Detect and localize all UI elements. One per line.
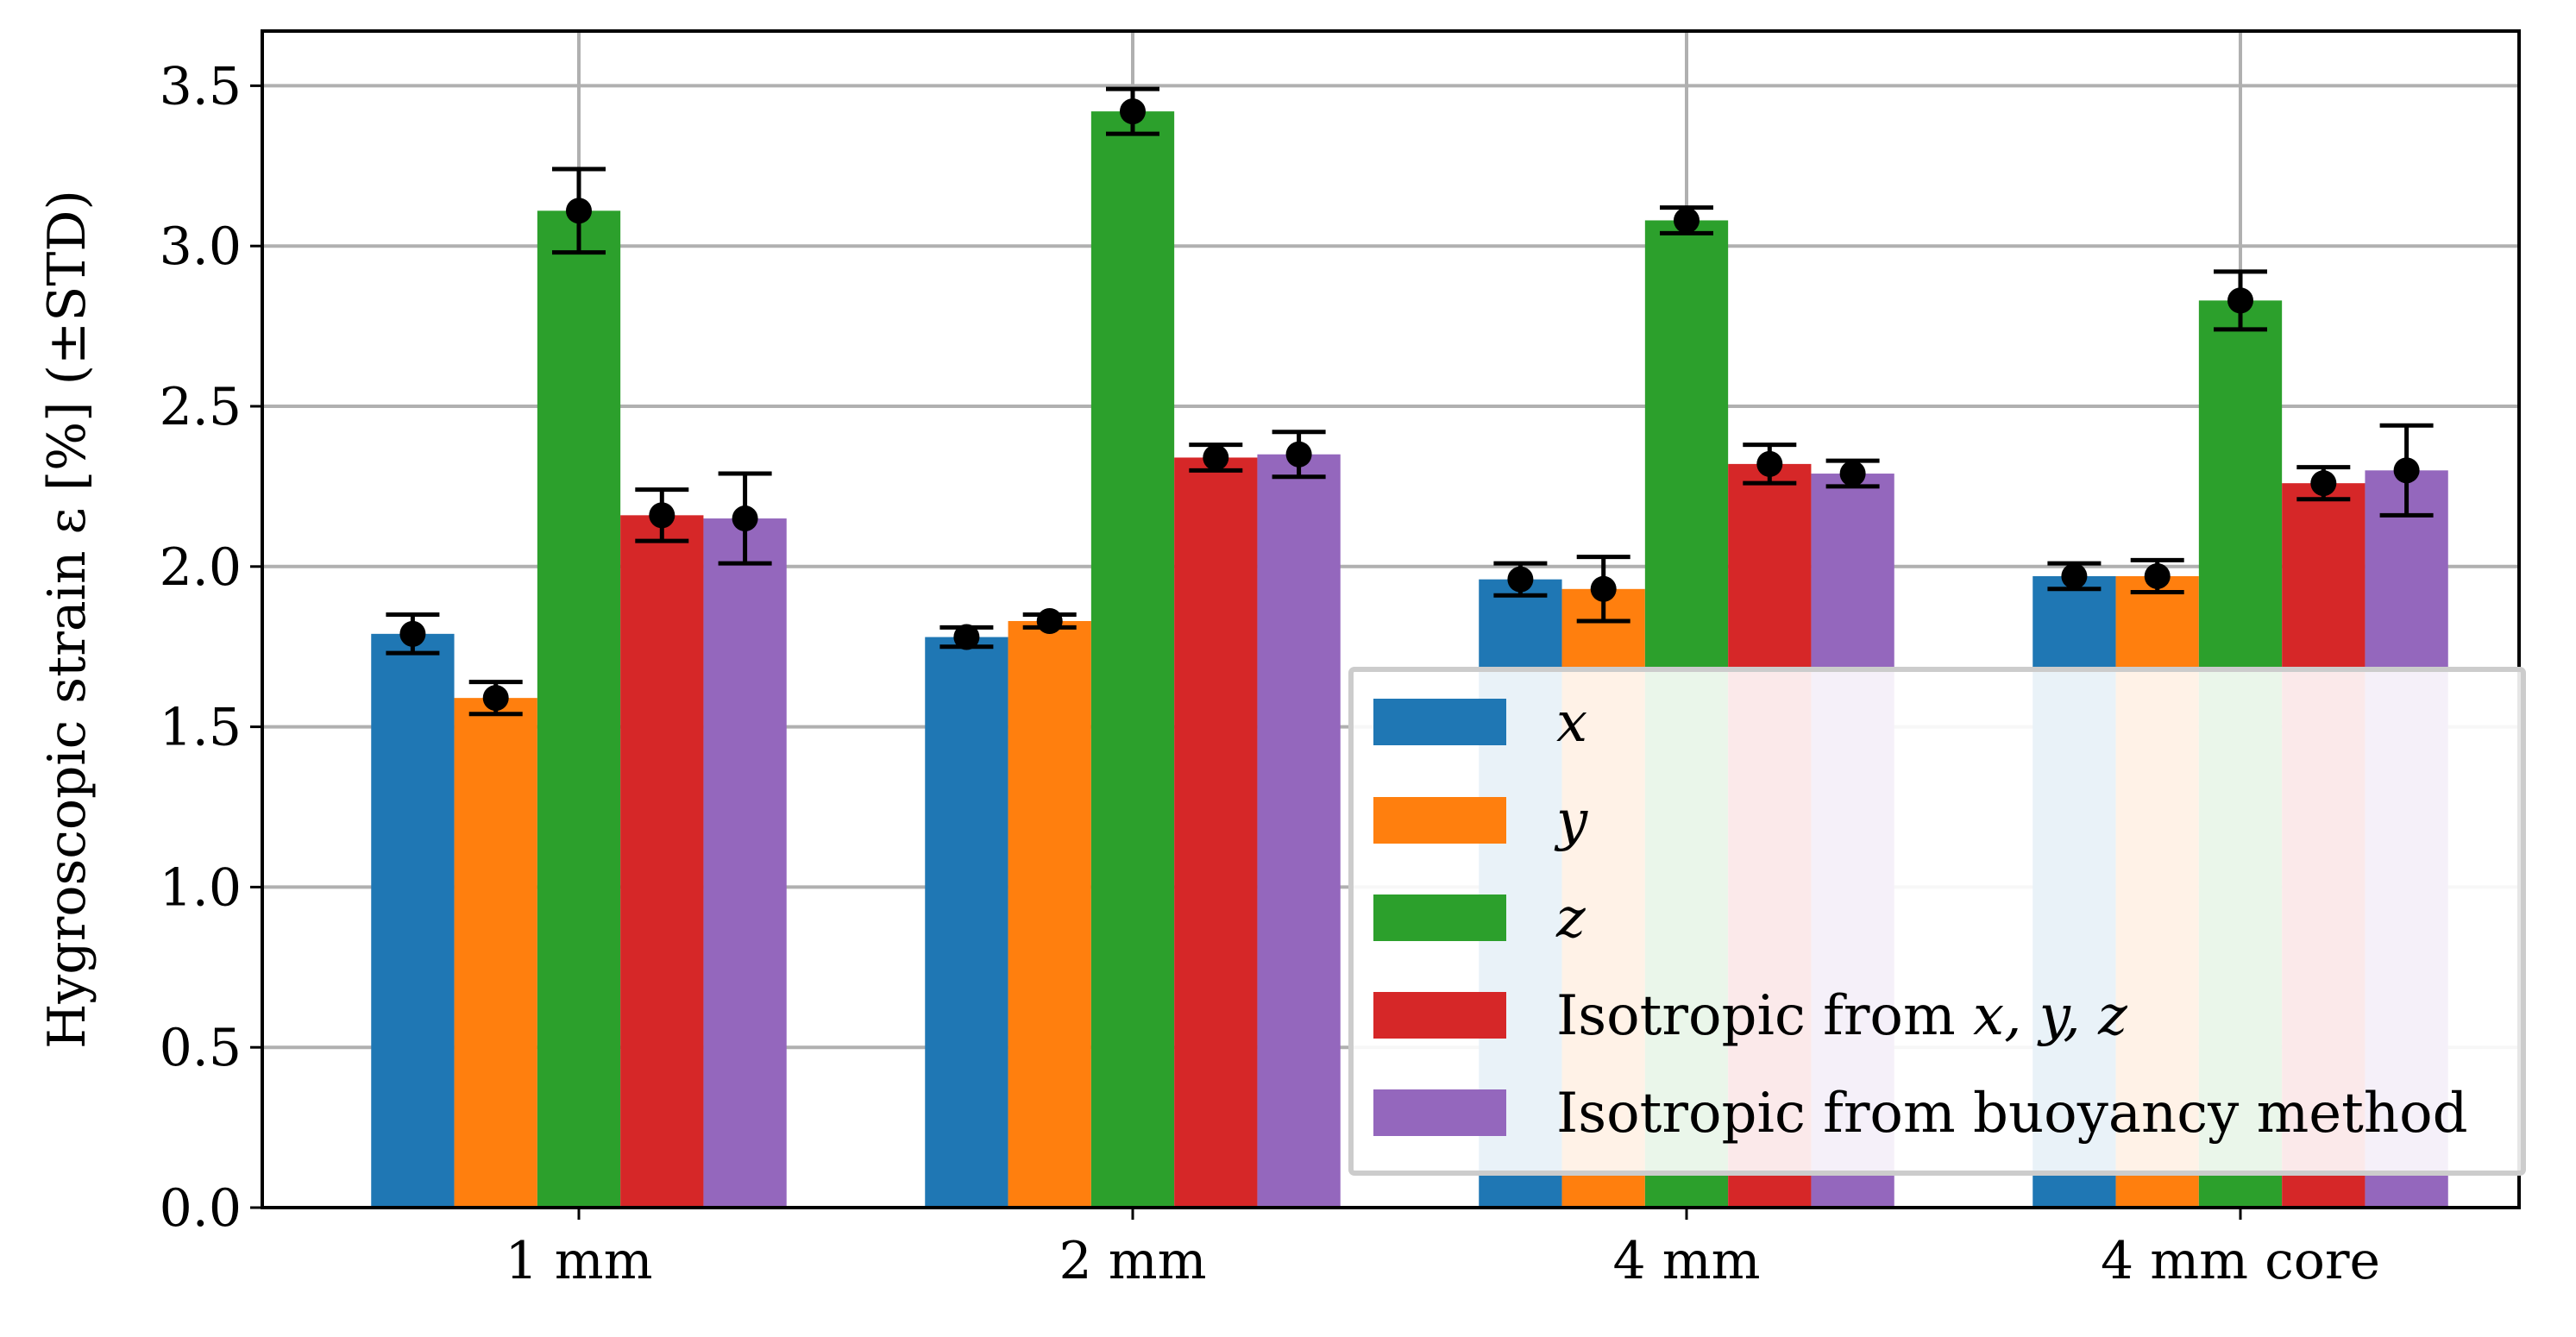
mean-marker <box>1839 461 1866 487</box>
bar <box>1257 454 1341 1208</box>
bar <box>454 698 537 1208</box>
mean-marker <box>482 685 509 712</box>
legend-label: Isotropic from x, y, z <box>1556 984 2128 1048</box>
y-tick-label: 0.5 <box>160 1018 242 1078</box>
mean-marker <box>1507 566 1534 593</box>
mean-marker <box>1756 450 1783 477</box>
mean-marker <box>2393 457 2420 484</box>
y-axis: 0.0 0.5 1.0 1.5 2.0 2.5 3.0 3.5 <box>160 56 262 1239</box>
legend-label: z <box>1555 887 1586 951</box>
bar <box>703 518 787 1208</box>
bar <box>925 637 1008 1208</box>
y-tick-label: 2.5 <box>160 377 242 437</box>
legend: xyz Isotropic from x, y, z Isotropic from … <box>1348 667 2526 1176</box>
y-tick-label: 1.0 <box>160 857 242 918</box>
x-tick-label: 4 mm <box>1612 1231 1760 1291</box>
mean-marker <box>1285 441 1312 468</box>
legend-swatch <box>1373 894 1506 941</box>
bar <box>620 515 704 1208</box>
mean-marker <box>953 624 980 650</box>
mean-marker <box>732 505 758 532</box>
plot-frame <box>261 29 2521 1209</box>
mean-marker <box>1674 207 1700 234</box>
legend-swatch <box>1373 1089 1506 1136</box>
y-tick-label: 2.0 <box>160 537 242 598</box>
mean-marker <box>649 502 675 529</box>
y-tick-label: 3.0 <box>160 217 242 277</box>
mean-marker <box>2144 562 2171 589</box>
legend-swatch <box>1373 992 1506 1039</box>
x-tick-label: 2 mm <box>1059 1231 1206 1291</box>
y-tick-label: 3.5 <box>160 56 242 116</box>
bar <box>1090 111 1175 1208</box>
mean-marker <box>566 198 592 224</box>
mean-marker <box>1590 575 1617 602</box>
mean-marker <box>1203 444 1229 471</box>
mean-marker <box>2227 287 2253 314</box>
x-tick-label: 4 mm core <box>2101 1231 2380 1291</box>
mean-marker <box>2061 562 2088 589</box>
legend-swatch <box>1373 699 1506 745</box>
bar <box>371 633 455 1208</box>
legend-swatch <box>1373 797 1506 844</box>
mean-marker <box>2310 470 2337 497</box>
y-axis-label: Hygroscopic strain ε [%] (±STD) <box>37 190 97 1049</box>
bar <box>537 210 621 1208</box>
x-tick-label: 1 mm <box>505 1231 652 1291</box>
y-tick-label: 1.5 <box>160 698 242 758</box>
x-axis: 1 mm 2 mm 4 mm 4 mm core <box>505 1208 2380 1291</box>
legend-label: y <box>1554 789 1588 853</box>
bar <box>1008 620 1091 1208</box>
error-bars <box>386 86 2434 717</box>
mean-marker <box>1120 98 1146 125</box>
legend-label: x <box>1556 691 1587 755</box>
bar <box>1174 457 1258 1208</box>
mean-marker <box>399 620 426 647</box>
y-tick-label: 0.0 <box>160 1178 242 1239</box>
mean-marker <box>1036 607 1063 634</box>
legend-frame <box>1348 667 2526 1176</box>
legend-label: Isotropic from buoyancy method <box>1556 1082 2468 1146</box>
